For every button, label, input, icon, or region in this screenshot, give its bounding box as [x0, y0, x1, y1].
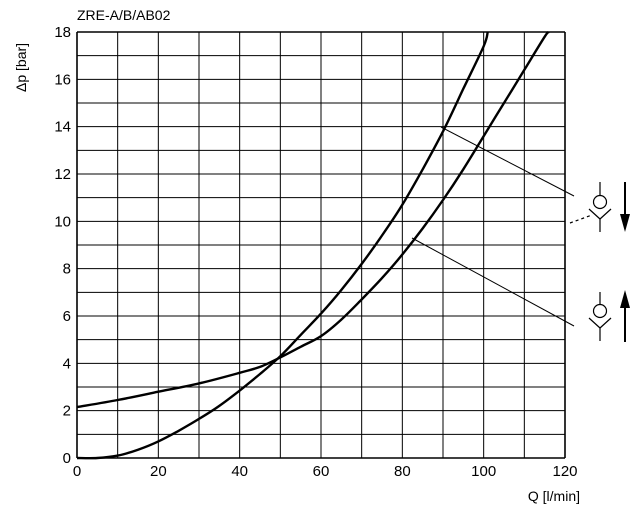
x-tick-label: 120 [552, 463, 577, 480]
y-tick-label: 16 [54, 71, 71, 88]
grid [76, 31, 566, 459]
y-tick-label: 8 [63, 261, 71, 278]
leader-line-lower [411, 237, 575, 327]
y-tick-label: 10 [54, 213, 71, 230]
down-arrow-icon [620, 182, 630, 232]
y-tick-labels: 0 2 4 6 8 10 12 14 16 18 [54, 24, 71, 467]
y-tick-label: 4 [63, 355, 71, 372]
series-line-1 [76, 31, 489, 460]
up-arrow-icon [620, 290, 630, 342]
leader-line-upper [440, 126, 575, 197]
y-axis-label: Δp [bar] [13, 43, 29, 92]
x-tick-label: 60 [313, 463, 330, 480]
y-tick-label: 18 [54, 24, 71, 41]
x-tick-labels: 0 20 40 60 80 100 120 [73, 463, 578, 480]
y-tick-label: 6 [63, 308, 71, 325]
y-tick-label: 14 [54, 119, 71, 136]
check-valve-pilot-icon [569, 182, 612, 232]
y-tick-label: 0 [63, 450, 71, 467]
chart-title: ZRE-A/B/AB02 [77, 7, 171, 23]
curves [76, 30, 550, 460]
y-tick-label: 12 [54, 166, 71, 183]
series-line-2 [76, 30, 550, 409]
x-tick-label: 20 [150, 463, 167, 480]
check-valve-icon [588, 292, 612, 341]
y-tick-label: 2 [63, 403, 71, 420]
x-tick-label: 40 [231, 463, 248, 480]
x-tick-label: 0 [73, 463, 81, 480]
x-tick-label: 100 [471, 463, 496, 480]
x-tick-label: 80 [394, 463, 411, 480]
x-axis-label: Q [l/min] [528, 488, 580, 504]
